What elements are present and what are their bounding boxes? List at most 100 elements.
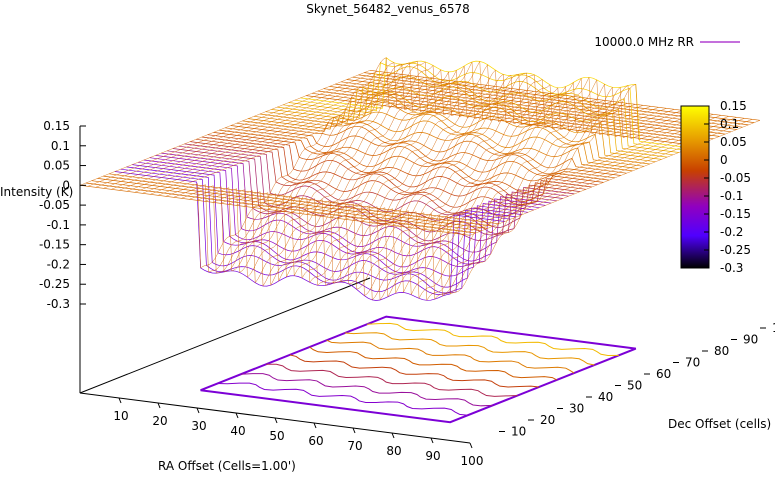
colorbar-tick-label: -0.05 [720, 171, 751, 185]
mesh-column [79, 70, 371, 186]
mesh-column [118, 75, 410, 191]
x-axis: 10 20 30 40 50 60 70 80 90 100 [113, 397, 484, 468]
chart-title: Skynet_56482_venus_6578 [306, 2, 470, 16]
contour-line [266, 363, 518, 397]
mesh-column [313, 74, 605, 285]
mesh-column [196, 60, 488, 272]
z-tick-label: -0.2 [47, 257, 70, 271]
x-tick-label: 80 [386, 444, 401, 458]
x-tick [469, 442, 473, 449]
mesh-column [407, 85, 698, 297]
y-tick-label: 90 [743, 333, 758, 347]
mesh-column [415, 84, 706, 295]
mesh-column [103, 73, 394, 189]
x-tick-label: 40 [230, 424, 245, 438]
x-tick-label: 20 [152, 414, 167, 428]
mesh-column [423, 114, 714, 230]
mesh-column [165, 57, 456, 269]
mesh-row [213, 132, 604, 193]
mesh-column [329, 84, 620, 297]
mesh-column [173, 62, 464, 273]
mesh-column [306, 72, 597, 283]
mesh-column [376, 78, 667, 295]
colorbar-tick-label: -0.3 [720, 261, 743, 275]
x-tick-label: 10 [113, 409, 128, 423]
z-tick-label: 0.1 [51, 139, 70, 153]
mesh-column [220, 69, 511, 284]
surface-mesh [79, 57, 761, 302]
mesh-column [235, 69, 527, 286]
mesh-column [345, 85, 636, 301]
x-tick [430, 437, 434, 444]
z-tick-label: -0.3 [47, 297, 70, 311]
y-tick-label: 10 [511, 425, 526, 439]
colorbar-tick-label: 0.15 [720, 99, 747, 113]
y-tick-label: 50 [627, 379, 642, 393]
z-tick-label: 0 [62, 178, 70, 192]
y-tick-label: 100 [772, 321, 775, 335]
contour-line [344, 332, 595, 366]
colorbar-gradient [680, 105, 710, 269]
mesh-column [267, 63, 558, 279]
x-tick [157, 402, 161, 409]
colorbar-tick-label: 0.1 [720, 117, 739, 131]
mesh-column [157, 80, 449, 196]
mesh-column [469, 120, 761, 236]
x-tick [274, 417, 278, 424]
mesh-column [95, 72, 386, 188]
x-tick [196, 407, 200, 414]
colorbar: 0.15 0.1 0.05 0 -0.05 -0.1 -0.15 -0.2 -0.25 -0.3 [680, 99, 751, 275]
mesh-column [384, 83, 675, 300]
y-tick-label: 70 [685, 356, 700, 370]
contour-line [217, 382, 468, 416]
mesh-column [391, 86, 683, 302]
x-tick-label: 100 [461, 454, 484, 468]
x-tick [313, 422, 317, 429]
mesh-column [87, 71, 378, 187]
contour-projection [200, 315, 637, 424]
x-tick [235, 412, 239, 419]
mesh-column [399, 86, 690, 300]
y-axis: 10 20 30 40 50 60 70 80 90 100 [499, 321, 775, 439]
mesh-column [352, 81, 644, 298]
z-tick-label: -0.15 [39, 238, 70, 252]
x-tick-label: 30 [191, 419, 206, 433]
colorbar-tick-label: 0 [720, 153, 728, 167]
contour-line [367, 322, 619, 357]
x-tick [352, 427, 356, 434]
mesh-column [430, 115, 722, 231]
legend: 10000.0 MHz RR [594, 35, 740, 49]
legend-label: 10000.0 MHz RR [594, 35, 694, 49]
mesh-column [259, 60, 550, 277]
mesh-column [251, 61, 542, 278]
mesh-column [282, 73, 573, 286]
mesh-column [243, 65, 534, 282]
mesh-column [368, 77, 659, 293]
mesh-column [337, 87, 628, 301]
y-tick-label: 80 [714, 344, 729, 358]
z-axis-label: Intensity (K) [0, 185, 73, 199]
colorbar-tick-label: -0.2 [720, 225, 743, 239]
colorbar-tick-label: -0.15 [720, 207, 751, 221]
mesh-column [111, 74, 402, 190]
mesh-column [142, 78, 433, 194]
z-tick-label: -0.1 [47, 218, 70, 232]
mesh-column [134, 77, 425, 193]
z-tick-label: -0.25 [39, 277, 70, 291]
mesh-column [189, 62, 480, 273]
mesh-column [204, 61, 495, 273]
y-axis-label: Dec Offset (cells) [668, 417, 771, 431]
z-tick-label: -0.05 [39, 198, 70, 212]
mesh-column [360, 77, 651, 294]
mesh-column [126, 76, 417, 192]
z-tick-label: 0.15 [43, 119, 70, 133]
contour-line [289, 354, 540, 388]
mesh-column [228, 71, 519, 287]
colorbar-tick-label: -0.25 [720, 243, 751, 257]
y-tick-label: 60 [656, 367, 671, 381]
y-tick-label: 30 [569, 402, 584, 416]
y-tick-label: 40 [598, 390, 613, 404]
colorbar-tick-label: 0.05 [720, 135, 747, 149]
colorbar-tick-label: -0.1 [720, 189, 743, 203]
